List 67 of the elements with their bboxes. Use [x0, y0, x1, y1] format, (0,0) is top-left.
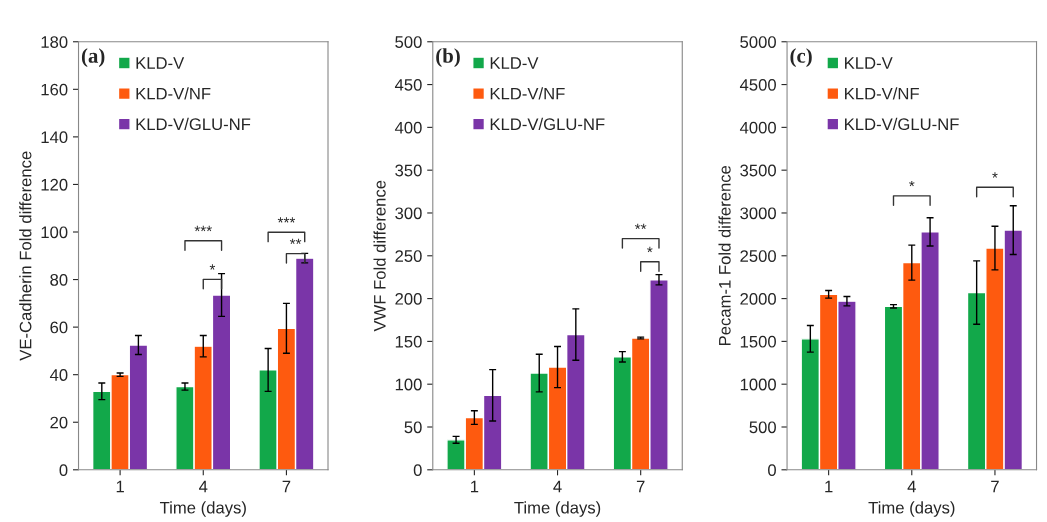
- y-tick-label: 160: [41, 83, 68, 96]
- y-tick-label: 40: [49, 369, 68, 381]
- annotation: (a): [81, 48, 105, 68]
- annotation: *: [209, 264, 216, 270]
- y-tick-label: 4500: [739, 78, 776, 91]
- annotation: (c): [790, 48, 812, 68]
- annotation: (b): [436, 48, 460, 68]
- y-tick-label: 100: [41, 226, 68, 239]
- y-tick-label: 20: [50, 416, 68, 429]
- annotation: **: [289, 238, 302, 245]
- y-tick-label: 5000: [740, 36, 776, 48]
- x-tick-label: 4: [199, 480, 208, 493]
- y-tick-label: 140: [41, 131, 68, 144]
- y-tick-label: 150: [395, 335, 422, 348]
- y-tick-label: 60: [50, 321, 68, 334]
- y-axis-title: VE-Cadherin Fold difference: [19, 151, 32, 361]
- y-tick-label: 180: [41, 36, 68, 48]
- y-tick-label: 400: [394, 121, 422, 134]
- y-tick-label: 0: [59, 464, 68, 476]
- y-tick-label: 0: [768, 464, 776, 476]
- y-axis-title: Pecam-1 Fold difference: [718, 165, 731, 346]
- x-tick-label: 4: [553, 480, 562, 493]
- annotation: *: [992, 172, 998, 178]
- annotation: **: [634, 223, 647, 230]
- y-axis-title: VWF Fold difference: [373, 180, 386, 332]
- x-tick-label: 4: [907, 480, 916, 493]
- legend-label: KLD-V/NF: [845, 87, 919, 100]
- x-tick-label: 1: [471, 480, 479, 493]
- y-tick-label: 500: [395, 36, 422, 48]
- y-tick-label: 80: [50, 273, 68, 286]
- y-tick-label: 3500: [740, 164, 776, 177]
- y-tick-label: 3000: [740, 207, 776, 220]
- x-axis-title: Time (days): [514, 501, 601, 517]
- legend-label: KLD-V/GLU-NF: [136, 117, 251, 131]
- annotation: ***: [277, 217, 296, 223]
- legend-label: KLD-V/NF: [490, 87, 565, 100]
- x-tick-label: 7: [991, 480, 999, 493]
- y-tick-label: 2000: [740, 292, 776, 305]
- y-tick-label: 250: [395, 250, 422, 262]
- y-tick-label: 2500: [740, 250, 776, 262]
- y-tick-label: 1500: [740, 335, 776, 348]
- legend-label: KLD-V: [136, 57, 185, 69]
- x-tick-label: 7: [282, 480, 291, 493]
- x-tick-label: 1: [116, 480, 124, 493]
- x-axis-title: Time (days): [159, 501, 246, 517]
- y-tick-label: 50: [404, 421, 422, 434]
- y-tick-label: 1000: [740, 378, 776, 391]
- y-tick-label: 300: [395, 207, 422, 220]
- x-axis-title: Time (days): [868, 501, 955, 517]
- y-tick-label: 100: [395, 378, 422, 391]
- legend-label: KLD-V/GLU-NF: [845, 117, 959, 131]
- y-tick-label: 450: [394, 78, 422, 91]
- x-tick-label: 1: [825, 480, 833, 493]
- annotation: ***: [194, 225, 212, 232]
- legend-label: KLD-V: [490, 57, 539, 69]
- y-tick-label: 4000: [739, 121, 776, 134]
- y-tick-label: 350: [395, 164, 422, 177]
- legend-label: KLD-V/NF: [136, 87, 211, 100]
- x-tick-label: 7: [636, 480, 645, 493]
- y-tick-label: 200: [395, 292, 422, 305]
- legend-label: KLD-V/GLU-NF: [490, 117, 605, 131]
- legend-label: KLD-V: [845, 57, 893, 69]
- y-tick-label: 0: [413, 464, 422, 476]
- annotation: *: [909, 180, 915, 187]
- y-tick-label: 500: [749, 421, 776, 434]
- y-tick-label: 120: [41, 178, 68, 191]
- annotation: *: [647, 246, 653, 253]
